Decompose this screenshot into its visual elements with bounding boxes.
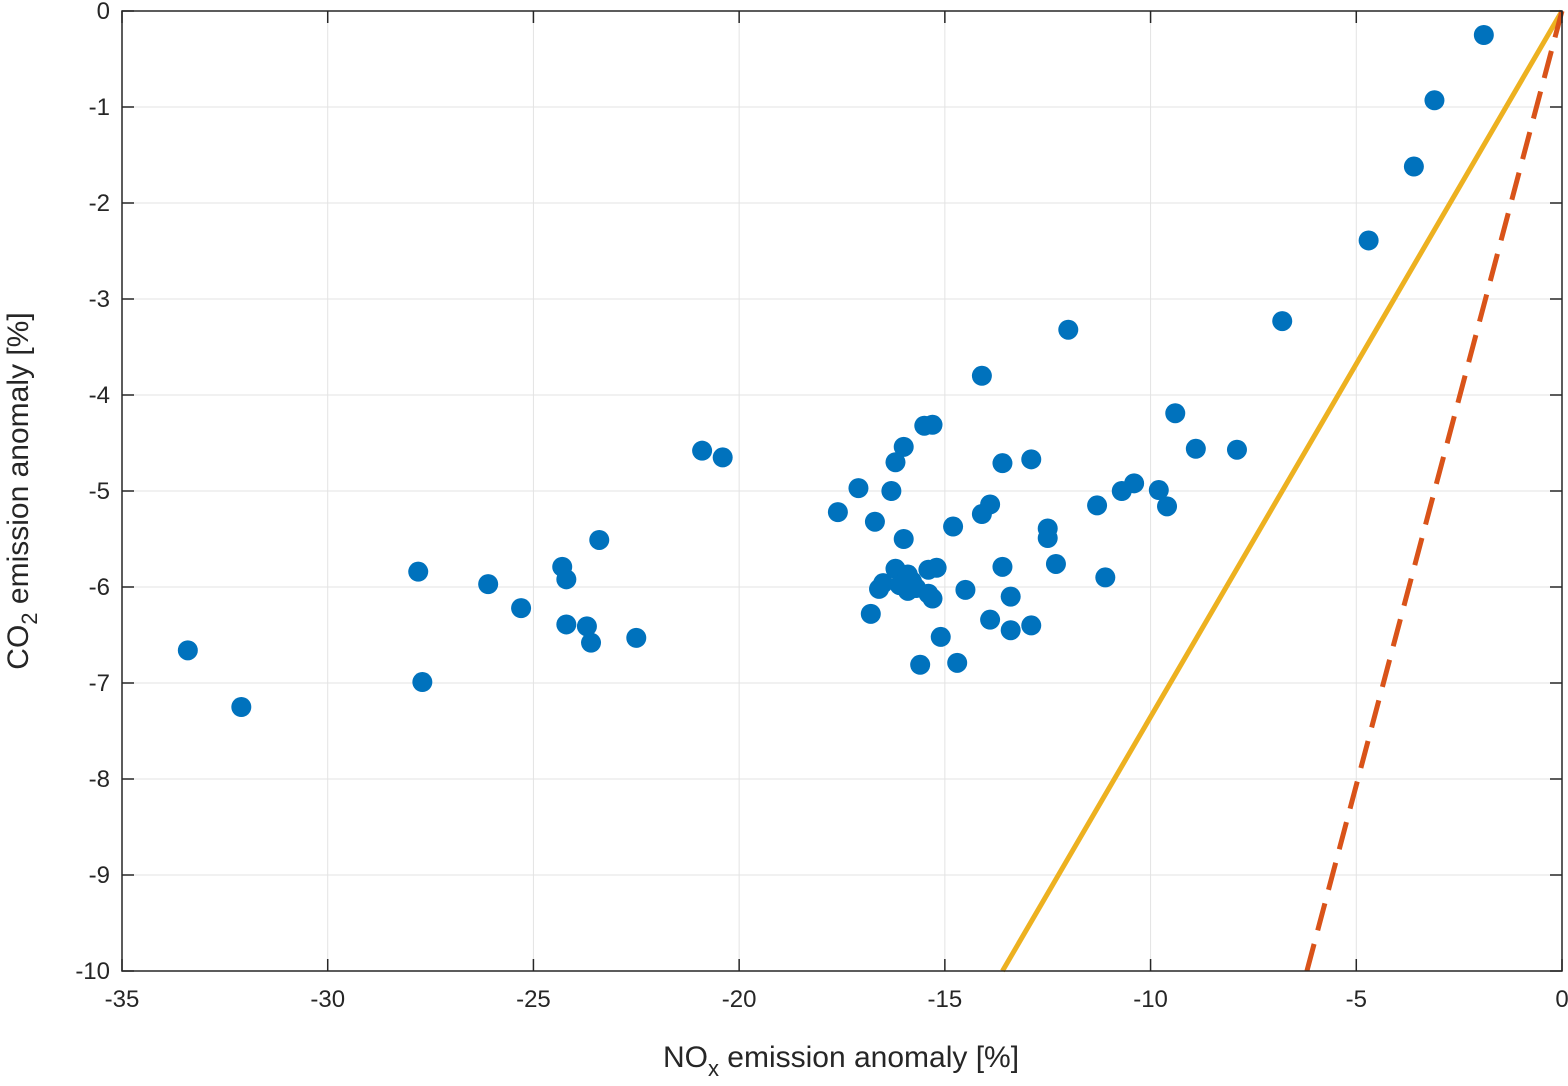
data-point [692, 440, 713, 461]
y-tick-label: -6 [89, 574, 110, 601]
data-point [1165, 403, 1186, 424]
data-point [231, 697, 252, 717]
data-point [1358, 230, 1379, 251]
x-axis-label: NOx emission anomaly [%] [663, 1041, 1019, 1081]
data-point [408, 561, 429, 582]
data-point [980, 609, 1001, 630]
data-point [556, 569, 577, 590]
data-point [873, 573, 894, 594]
data-point [893, 529, 914, 549]
x-tick-label: -5 [1346, 986, 1367, 1013]
x-tick-label: -30 [310, 986, 345, 1013]
grid [121, 10, 1563, 972]
y-tick-label: -7 [89, 670, 110, 697]
data-point [885, 452, 906, 473]
data-point [1424, 90, 1445, 111]
solid-reference-line [1000, 9, 1565, 973]
data-point [177, 640, 198, 661]
data-point [955, 579, 976, 600]
data-point [864, 511, 885, 532]
x-tick-label: -35 [105, 986, 140, 1013]
x-tick-label: -15 [928, 986, 963, 1013]
data-point [581, 632, 602, 653]
data-point [1037, 528, 1058, 549]
data-point [827, 502, 848, 523]
data-point [893, 436, 914, 457]
data-point [1124, 473, 1145, 494]
x-axis-label-rest: emission anomaly [%] [719, 1041, 1019, 1074]
reference-lines [1000, 9, 1565, 973]
data-points [177, 25, 1494, 717]
data-point [992, 453, 1013, 474]
data-point [1021, 615, 1042, 636]
y-tick-label: -1 [89, 94, 110, 121]
data-point [1000, 620, 1021, 641]
data-point [1403, 156, 1424, 177]
data-point [511, 598, 532, 619]
y-tick-label: -9 [89, 862, 110, 889]
y-tick-label: -4 [89, 382, 110, 409]
data-point [947, 652, 968, 673]
data-point [922, 588, 943, 609]
y-tick-label: 0 [97, 0, 110, 25]
data-point [1021, 449, 1042, 470]
tick-marks-and-labels: -35 -30 -25 -20 -15 -10 -5 0 0 -1 -2 -3 -4 -5 -6 -7 -8 -9… [75, 0, 1568, 1013]
data-point [576, 616, 597, 637]
y-tick-label: -10 [75, 958, 110, 985]
data-point [412, 672, 433, 693]
data-point [980, 494, 1001, 515]
data-point [1272, 311, 1293, 332]
data-point [589, 529, 610, 550]
data-point [1087, 495, 1108, 516]
data-point [848, 478, 869, 499]
data-point [1185, 438, 1206, 459]
data-point [556, 614, 577, 635]
y-axis-label: CO2 emission anomaly [%] [2, 312, 42, 669]
y-tick-label: -8 [89, 766, 110, 793]
data-point [1000, 586, 1021, 607]
data-point [943, 516, 964, 537]
data-point [478, 574, 499, 595]
y-tick-label: -3 [89, 286, 110, 313]
data-point [922, 414, 943, 435]
data-point [926, 557, 947, 578]
data-point [712, 447, 733, 468]
data-point [1058, 319, 1079, 340]
x-axis-label-subscript: x [708, 1056, 719, 1081]
data-point [971, 365, 992, 386]
data-point [1473, 25, 1494, 45]
data-point [930, 626, 951, 647]
y-axis-label-subscript: 2 [17, 612, 42, 624]
data-point [860, 603, 881, 624]
y-tick-label: -2 [89, 190, 110, 217]
y-tick-label: -5 [89, 478, 110, 505]
x-axis-label-main: NO [663, 1041, 708, 1074]
x-tick-label: -25 [516, 986, 551, 1013]
data-point [1157, 496, 1178, 517]
x-tick-label: -10 [1133, 986, 1168, 1013]
data-point [1095, 567, 1116, 588]
y-axis-label-rest: emission anomaly [%] [2, 312, 35, 612]
data-point [626, 627, 647, 648]
data-point [992, 556, 1013, 577]
x-tick-label: -20 [722, 986, 757, 1013]
data-point [1045, 553, 1066, 574]
x-tick-label: 0 [1555, 986, 1568, 1013]
data-point [910, 654, 931, 675]
y-axis-label-main: CO [2, 625, 35, 670]
data-point [1148, 480, 1169, 501]
data-point [1226, 439, 1247, 460]
data-point [881, 481, 902, 501]
